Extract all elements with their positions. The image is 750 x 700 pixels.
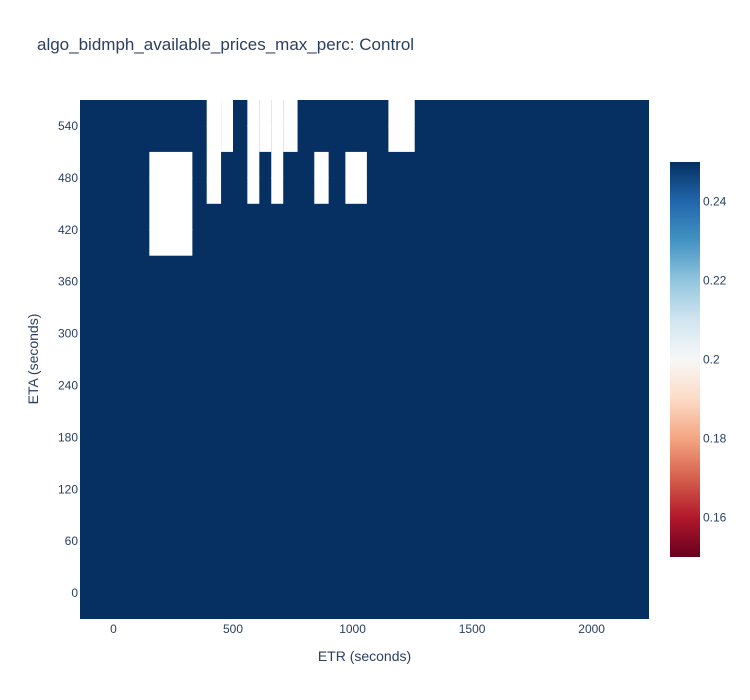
- colorbar-tick-label: 0.2: [703, 353, 720, 367]
- x-axis-ticks: 0 500 1000 1500 2000: [110, 622, 605, 636]
- colorbar-tick-label: 0.18: [703, 432, 727, 446]
- x-tick-label: 0: [110, 622, 117, 636]
- x-tick-label: 1500: [459, 622, 486, 636]
- missing-cell-region: [149, 151, 193, 256]
- colorbar-tick-label: 0.16: [703, 511, 727, 525]
- plot-area: [80, 100, 649, 619]
- missing-cell-region: [271, 100, 284, 204]
- missing-cell-region: [388, 100, 415, 152]
- y-tick-label: 420: [58, 223, 78, 237]
- missing-cell-region: [247, 100, 260, 204]
- y-tick-label: 300: [58, 327, 78, 341]
- missing-cell-region: [221, 100, 234, 152]
- y-axis-title: ETA (seconds): [25, 314, 41, 405]
- colorbar-gradient: [670, 162, 700, 557]
- missing-cell-region: [314, 151, 329, 204]
- y-tick-label: 180: [58, 430, 78, 444]
- missing-cell-region: [259, 100, 272, 152]
- colorbar-tick-label: 0.24: [703, 195, 727, 209]
- y-tick-label: 0: [71, 586, 78, 600]
- x-axis-title: ETR (seconds): [318, 648, 411, 664]
- y-axis-ticks: 0 60 120 180 240 300 360 420 480 540: [58, 119, 78, 600]
- y-tick-label: 480: [58, 171, 78, 185]
- x-tick-label: 1000: [339, 622, 366, 636]
- colorbar-tick-label: 0.22: [703, 274, 727, 288]
- y-tick-label: 240: [58, 378, 78, 392]
- x-tick-label: 2000: [578, 622, 605, 636]
- missing-cell-region: [345, 151, 367, 204]
- y-tick-label: 120: [58, 482, 78, 496]
- chart-title: algo_bidmph_available_prices_max_perc: C…: [37, 35, 414, 54]
- x-tick-label: 500: [223, 622, 243, 636]
- missing-cell-region: [206, 100, 222, 204]
- missing-cell-region: [283, 100, 298, 152]
- y-tick-label: 360: [58, 275, 78, 289]
- y-tick-label: 540: [58, 119, 78, 133]
- colorbar: 0.16 0.18 0.2 0.22 0.24: [670, 162, 727, 557]
- y-tick-label: 60: [65, 534, 79, 548]
